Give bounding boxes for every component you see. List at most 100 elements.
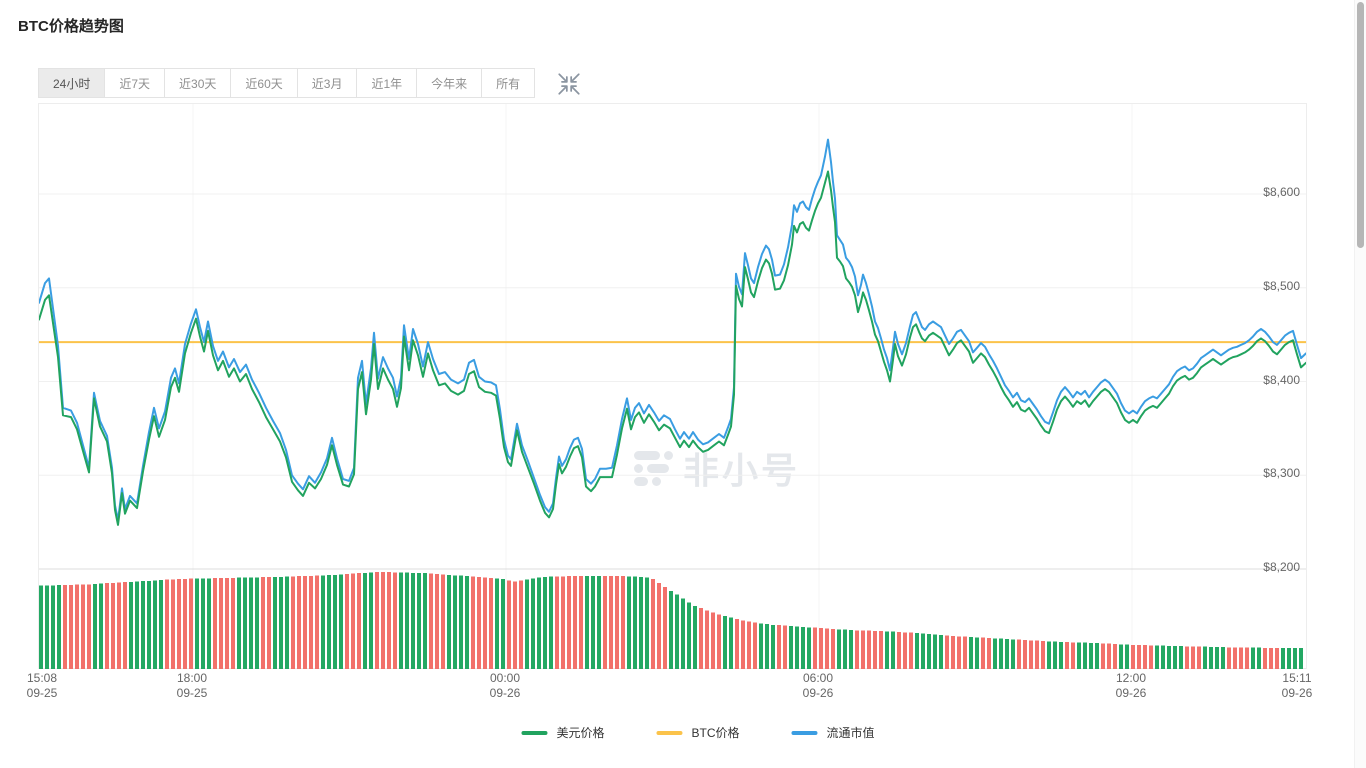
volume-bar — [267, 577, 271, 669]
feixiaohao-logo-icon — [634, 450, 673, 486]
volume-bar — [765, 624, 769, 669]
volume-bar — [1251, 647, 1255, 669]
collapse-fullscreen-button[interactable] — [556, 71, 582, 97]
volume-bar — [297, 576, 301, 669]
volume-bar — [207, 578, 211, 669]
volume-bar — [63, 585, 67, 669]
volume-bar — [843, 629, 847, 669]
volume-bar — [1275, 647, 1279, 669]
volume-bar — [693, 605, 697, 669]
x-axis-label: 12:00 09-26 — [1115, 671, 1147, 700]
volume-bar — [387, 572, 391, 669]
volume-bar — [495, 578, 499, 669]
volume-bar — [1155, 645, 1159, 669]
legend-item-0[interactable]: 美元价格 — [521, 724, 604, 741]
legend-label: 美元价格 — [556, 726, 605, 740]
volume-bar — [789, 626, 793, 669]
legend-item-2[interactable]: 流通市值 — [791, 724, 875, 741]
volume-bar — [825, 628, 829, 669]
x-axis-label: 06:00 09-26 — [802, 671, 834, 700]
volume-bar — [135, 581, 139, 669]
volume-bar — [321, 575, 325, 669]
watermark: 非小号 — [634, 442, 800, 494]
volume-bar — [1131, 644, 1135, 669]
volume-bar — [525, 579, 529, 669]
page-scrollbar[interactable] — [1354, 0, 1366, 768]
time-range-tab-2[interactable]: 近30天 — [164, 68, 232, 98]
volume-bar — [687, 602, 691, 669]
volume-bar — [945, 635, 949, 669]
volume-bar — [129, 581, 133, 669]
volume-bar — [1011, 639, 1015, 669]
legend-swatch — [656, 730, 683, 735]
volume-bar — [519, 580, 523, 669]
volume-bar — [633, 576, 637, 669]
legend-label: 流通市值 — [826, 726, 875, 740]
volume-bar — [111, 582, 115, 669]
time-range-tab-5[interactable]: 近1年 — [356, 68, 418, 98]
volume-bar — [801, 626, 805, 669]
volume-bar — [567, 576, 571, 669]
volume-bar — [909, 632, 913, 669]
time-range-tab-4[interactable]: 近3月 — [296, 68, 358, 98]
volume-bar — [153, 580, 157, 669]
volume-bar — [1113, 644, 1117, 669]
volume-bar — [729, 617, 733, 669]
volume-bar — [591, 575, 595, 669]
volume-bar — [1071, 642, 1075, 669]
volume-bar — [423, 573, 427, 669]
x-axis-label: 00:00 09-26 — [489, 671, 521, 700]
time-range-tab-1[interactable]: 近7天 — [104, 68, 166, 98]
volume-bar — [369, 572, 373, 669]
volume-bar — [861, 630, 865, 669]
volume-bar — [273, 577, 277, 669]
volume-bar — [219, 578, 223, 669]
volume-bar — [831, 628, 835, 669]
volume-bar — [1005, 639, 1009, 669]
volume-bar — [279, 576, 283, 669]
volume-bar — [1257, 647, 1261, 669]
volume-bar — [195, 578, 199, 669]
volume-bar — [381, 572, 385, 669]
volume-bar — [1197, 646, 1201, 669]
volume-bar — [465, 576, 469, 669]
legend-item-1[interactable]: BTC价格 — [656, 724, 740, 741]
volume-bar — [1053, 641, 1057, 669]
volume-bar — [429, 573, 433, 669]
volume-bar — [867, 630, 871, 669]
volume-bar — [291, 576, 295, 669]
volume-bar — [1125, 644, 1129, 669]
volume-bar — [1287, 647, 1291, 669]
volume-bar — [1233, 647, 1237, 669]
volume-bar — [87, 584, 91, 669]
time-range-tab-6[interactable]: 今年来 — [416, 68, 483, 98]
volume-bar — [639, 577, 643, 669]
volume-bar — [1221, 647, 1225, 669]
volume-bar — [819, 628, 823, 669]
volume-bar — [285, 576, 289, 669]
collapse-arrows-icon — [558, 73, 580, 95]
volume-bar — [795, 626, 799, 669]
time-range-tab-7[interactable]: 所有 — [481, 68, 536, 98]
volume-bar — [117, 582, 121, 669]
volume-bar — [237, 577, 241, 669]
volume-bar — [1263, 647, 1267, 669]
volume-bar — [609, 575, 613, 669]
time-range-tab-0[interactable]: 24小时 — [38, 68, 106, 98]
legend-swatch — [521, 730, 548, 735]
volume-bar — [1089, 642, 1093, 669]
volume-bar — [975, 637, 979, 669]
volume-bar — [213, 578, 217, 669]
volume-bar — [1065, 642, 1069, 669]
price-chart-area[interactable]: 非小号 — [38, 103, 1307, 669]
chart-canvas — [39, 104, 1306, 669]
x-axis-label: 15:08 09-25 — [26, 671, 58, 700]
volume-bar — [603, 575, 607, 669]
volume-bar — [1191, 646, 1195, 669]
chart-legend: 美元价格 BTC价格 流通市值 — [521, 724, 875, 741]
y-axis-label: $8,200 — [1263, 560, 1300, 574]
volume-bar — [39, 585, 43, 669]
time-range-tab-3[interactable]: 近60天 — [230, 68, 298, 98]
scrollbar-thumb[interactable] — [1357, 2, 1364, 248]
volume-bar — [1215, 646, 1219, 669]
